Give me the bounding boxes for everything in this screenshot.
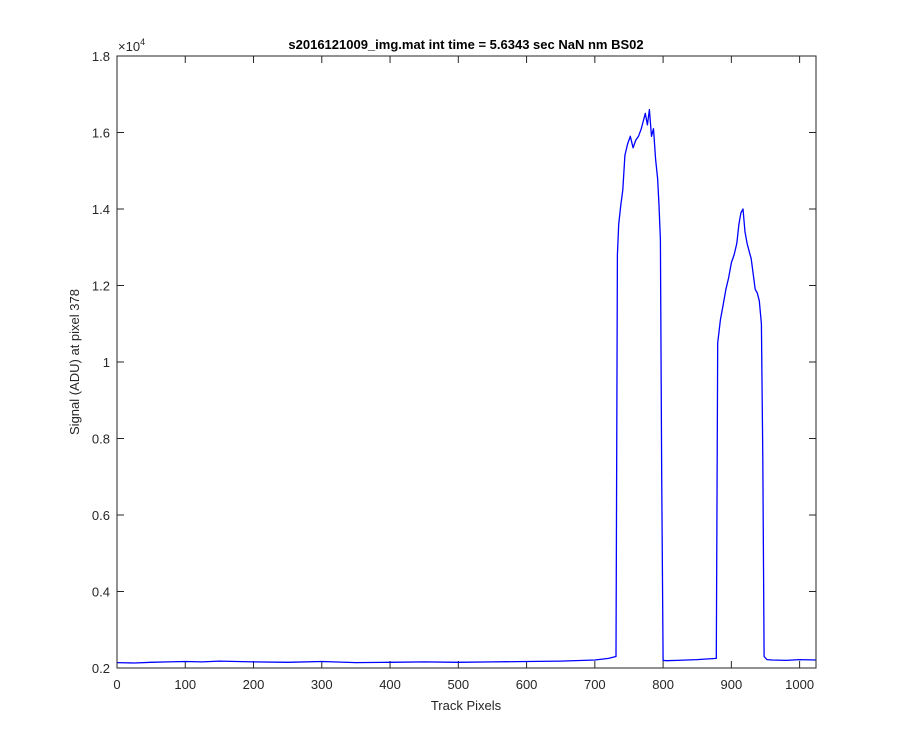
y-tick-label: 1.2 <box>92 279 110 294</box>
y-tick-label: 1.8 <box>92 49 110 64</box>
x-tick-label: 1000 <box>785 677 814 692</box>
y-tick-label: 1 <box>103 355 110 370</box>
x-tick-label: 500 <box>447 677 469 692</box>
y-tick-label: 0.8 <box>92 432 110 447</box>
x-tick-label: 400 <box>379 677 401 692</box>
x-tick-label: 300 <box>311 677 333 692</box>
chart-title: s2016121009_img.mat int time = 5.6343 se… <box>288 37 643 52</box>
y-tick-label: 0.4 <box>92 585 110 600</box>
x-tick-label: 0 <box>113 677 120 692</box>
y-axis-label: Signal (ADU) at pixel 378 <box>67 289 82 435</box>
signal-series-line <box>116 108 817 664</box>
x-tick-label: 800 <box>652 677 674 692</box>
y-tick-label: 1.6 <box>92 126 110 141</box>
x-tick-label: 900 <box>721 677 743 692</box>
y-tick-label: 0.6 <box>92 508 110 523</box>
x-axis-label: Track Pixels <box>431 698 502 713</box>
plot-background <box>117 56 816 668</box>
y-exponent-power: 4 <box>140 37 145 47</box>
x-tick-label: 700 <box>584 677 606 692</box>
y-exponent-base: ×10 <box>118 39 140 54</box>
y-tick-label: 0.2 <box>92 661 110 676</box>
y-tick-label: 1.4 <box>92 202 110 217</box>
x-tick-label: 200 <box>243 677 265 692</box>
x-tick-label: 100 <box>174 677 196 692</box>
x-tick-label: 600 <box>516 677 538 692</box>
y-axis-exponent: ×104 <box>118 37 145 54</box>
plot-box <box>116 55 817 669</box>
